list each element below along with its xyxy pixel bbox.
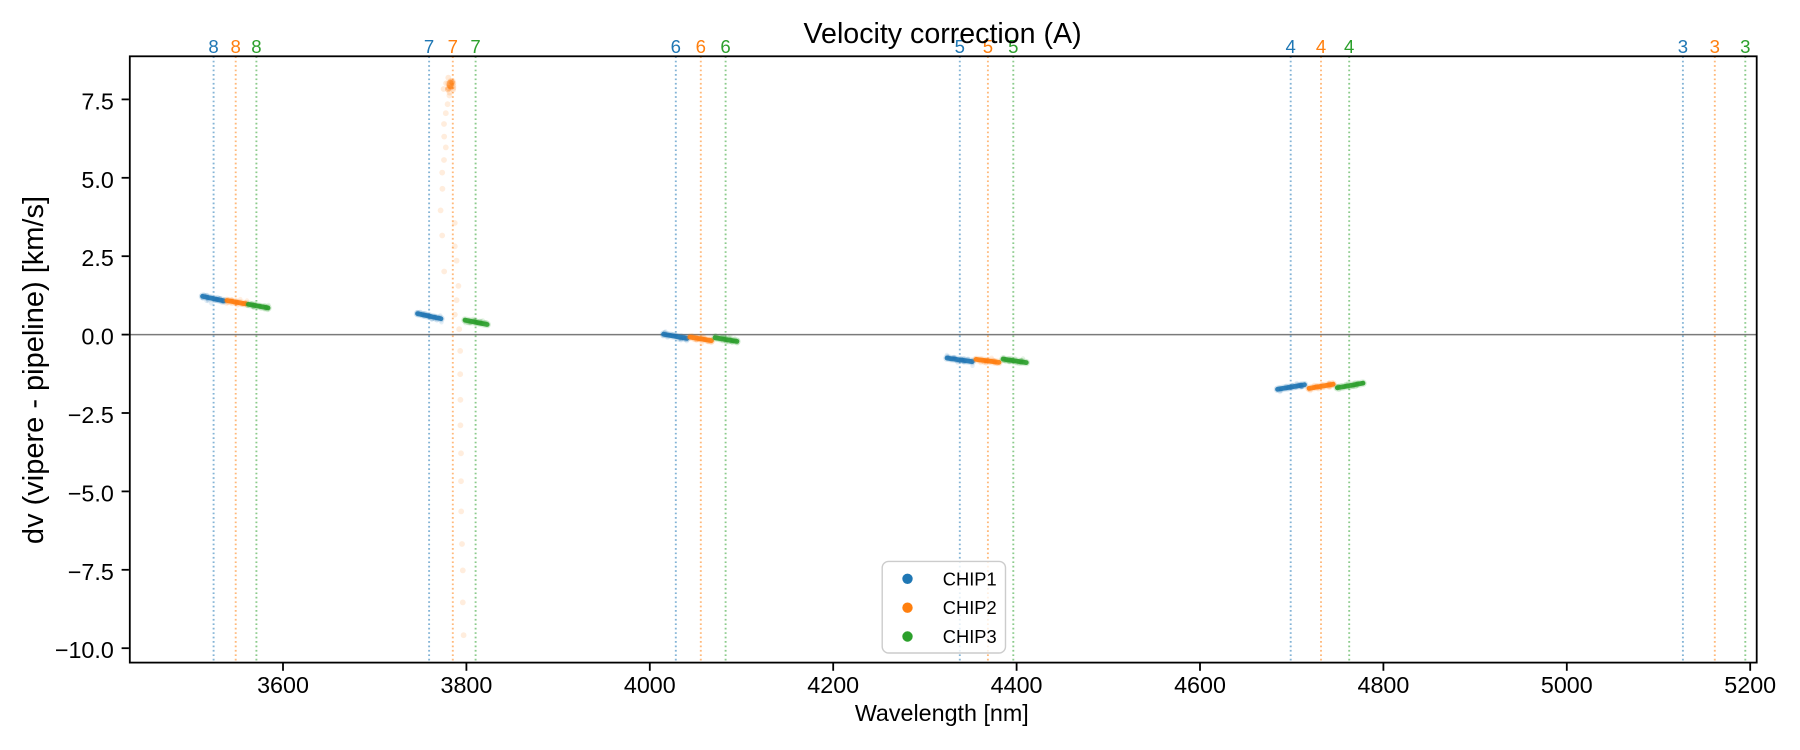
svg-text:7.5: 7.5: [81, 88, 113, 114]
svg-text:6: 6: [671, 36, 681, 57]
svg-text:6: 6: [696, 36, 706, 57]
svg-text:3: 3: [1740, 36, 1750, 57]
svg-text:6: 6: [720, 36, 730, 57]
svg-text:7: 7: [424, 36, 434, 57]
svg-text:4: 4: [1286, 36, 1296, 57]
svg-text:dv (vipere - pipeline) [km/s]: dv (vipere - pipeline) [km/s]: [18, 196, 50, 544]
svg-text:CHIP3: CHIP3: [943, 626, 997, 647]
svg-text:−2.5: −2.5: [68, 402, 114, 428]
svg-text:4200: 4200: [807, 672, 859, 698]
svg-text:8: 8: [208, 36, 218, 57]
svg-text:7: 7: [448, 36, 458, 57]
svg-text:7: 7: [470, 36, 480, 57]
svg-text:Velocity correction (A): Velocity correction (A): [804, 18, 1082, 50]
svg-text:4000: 4000: [624, 672, 676, 698]
svg-text:−10.0: −10.0: [55, 637, 114, 663]
svg-text:5: 5: [1008, 36, 1018, 57]
svg-text:4400: 4400: [991, 672, 1043, 698]
svg-text:2.5: 2.5: [81, 245, 113, 271]
svg-text:5000: 5000: [1541, 672, 1593, 698]
svg-text:5200: 5200: [1724, 672, 1776, 698]
svg-text:3: 3: [1710, 36, 1720, 57]
svg-text:4: 4: [1316, 36, 1326, 57]
svg-text:8: 8: [251, 36, 261, 57]
svg-text:−5.0: −5.0: [68, 480, 114, 506]
svg-text:3800: 3800: [440, 672, 492, 698]
svg-text:CHIP2: CHIP2: [943, 597, 997, 618]
svg-text:CHIP1: CHIP1: [943, 568, 997, 589]
svg-text:4800: 4800: [1357, 672, 1409, 698]
svg-text:Wavelength [nm]: Wavelength [nm]: [855, 700, 1029, 726]
svg-text:8: 8: [231, 36, 241, 57]
svg-text:0.0: 0.0: [81, 324, 113, 350]
svg-text:5: 5: [955, 36, 965, 57]
svg-text:5: 5: [983, 36, 993, 57]
svg-text:3600: 3600: [257, 672, 309, 698]
svg-text:−7.5: −7.5: [68, 559, 114, 585]
svg-text:5.0: 5.0: [81, 167, 113, 193]
svg-text:4600: 4600: [1174, 672, 1226, 698]
svg-text:3: 3: [1678, 36, 1688, 57]
svg-text:4: 4: [1344, 36, 1354, 57]
